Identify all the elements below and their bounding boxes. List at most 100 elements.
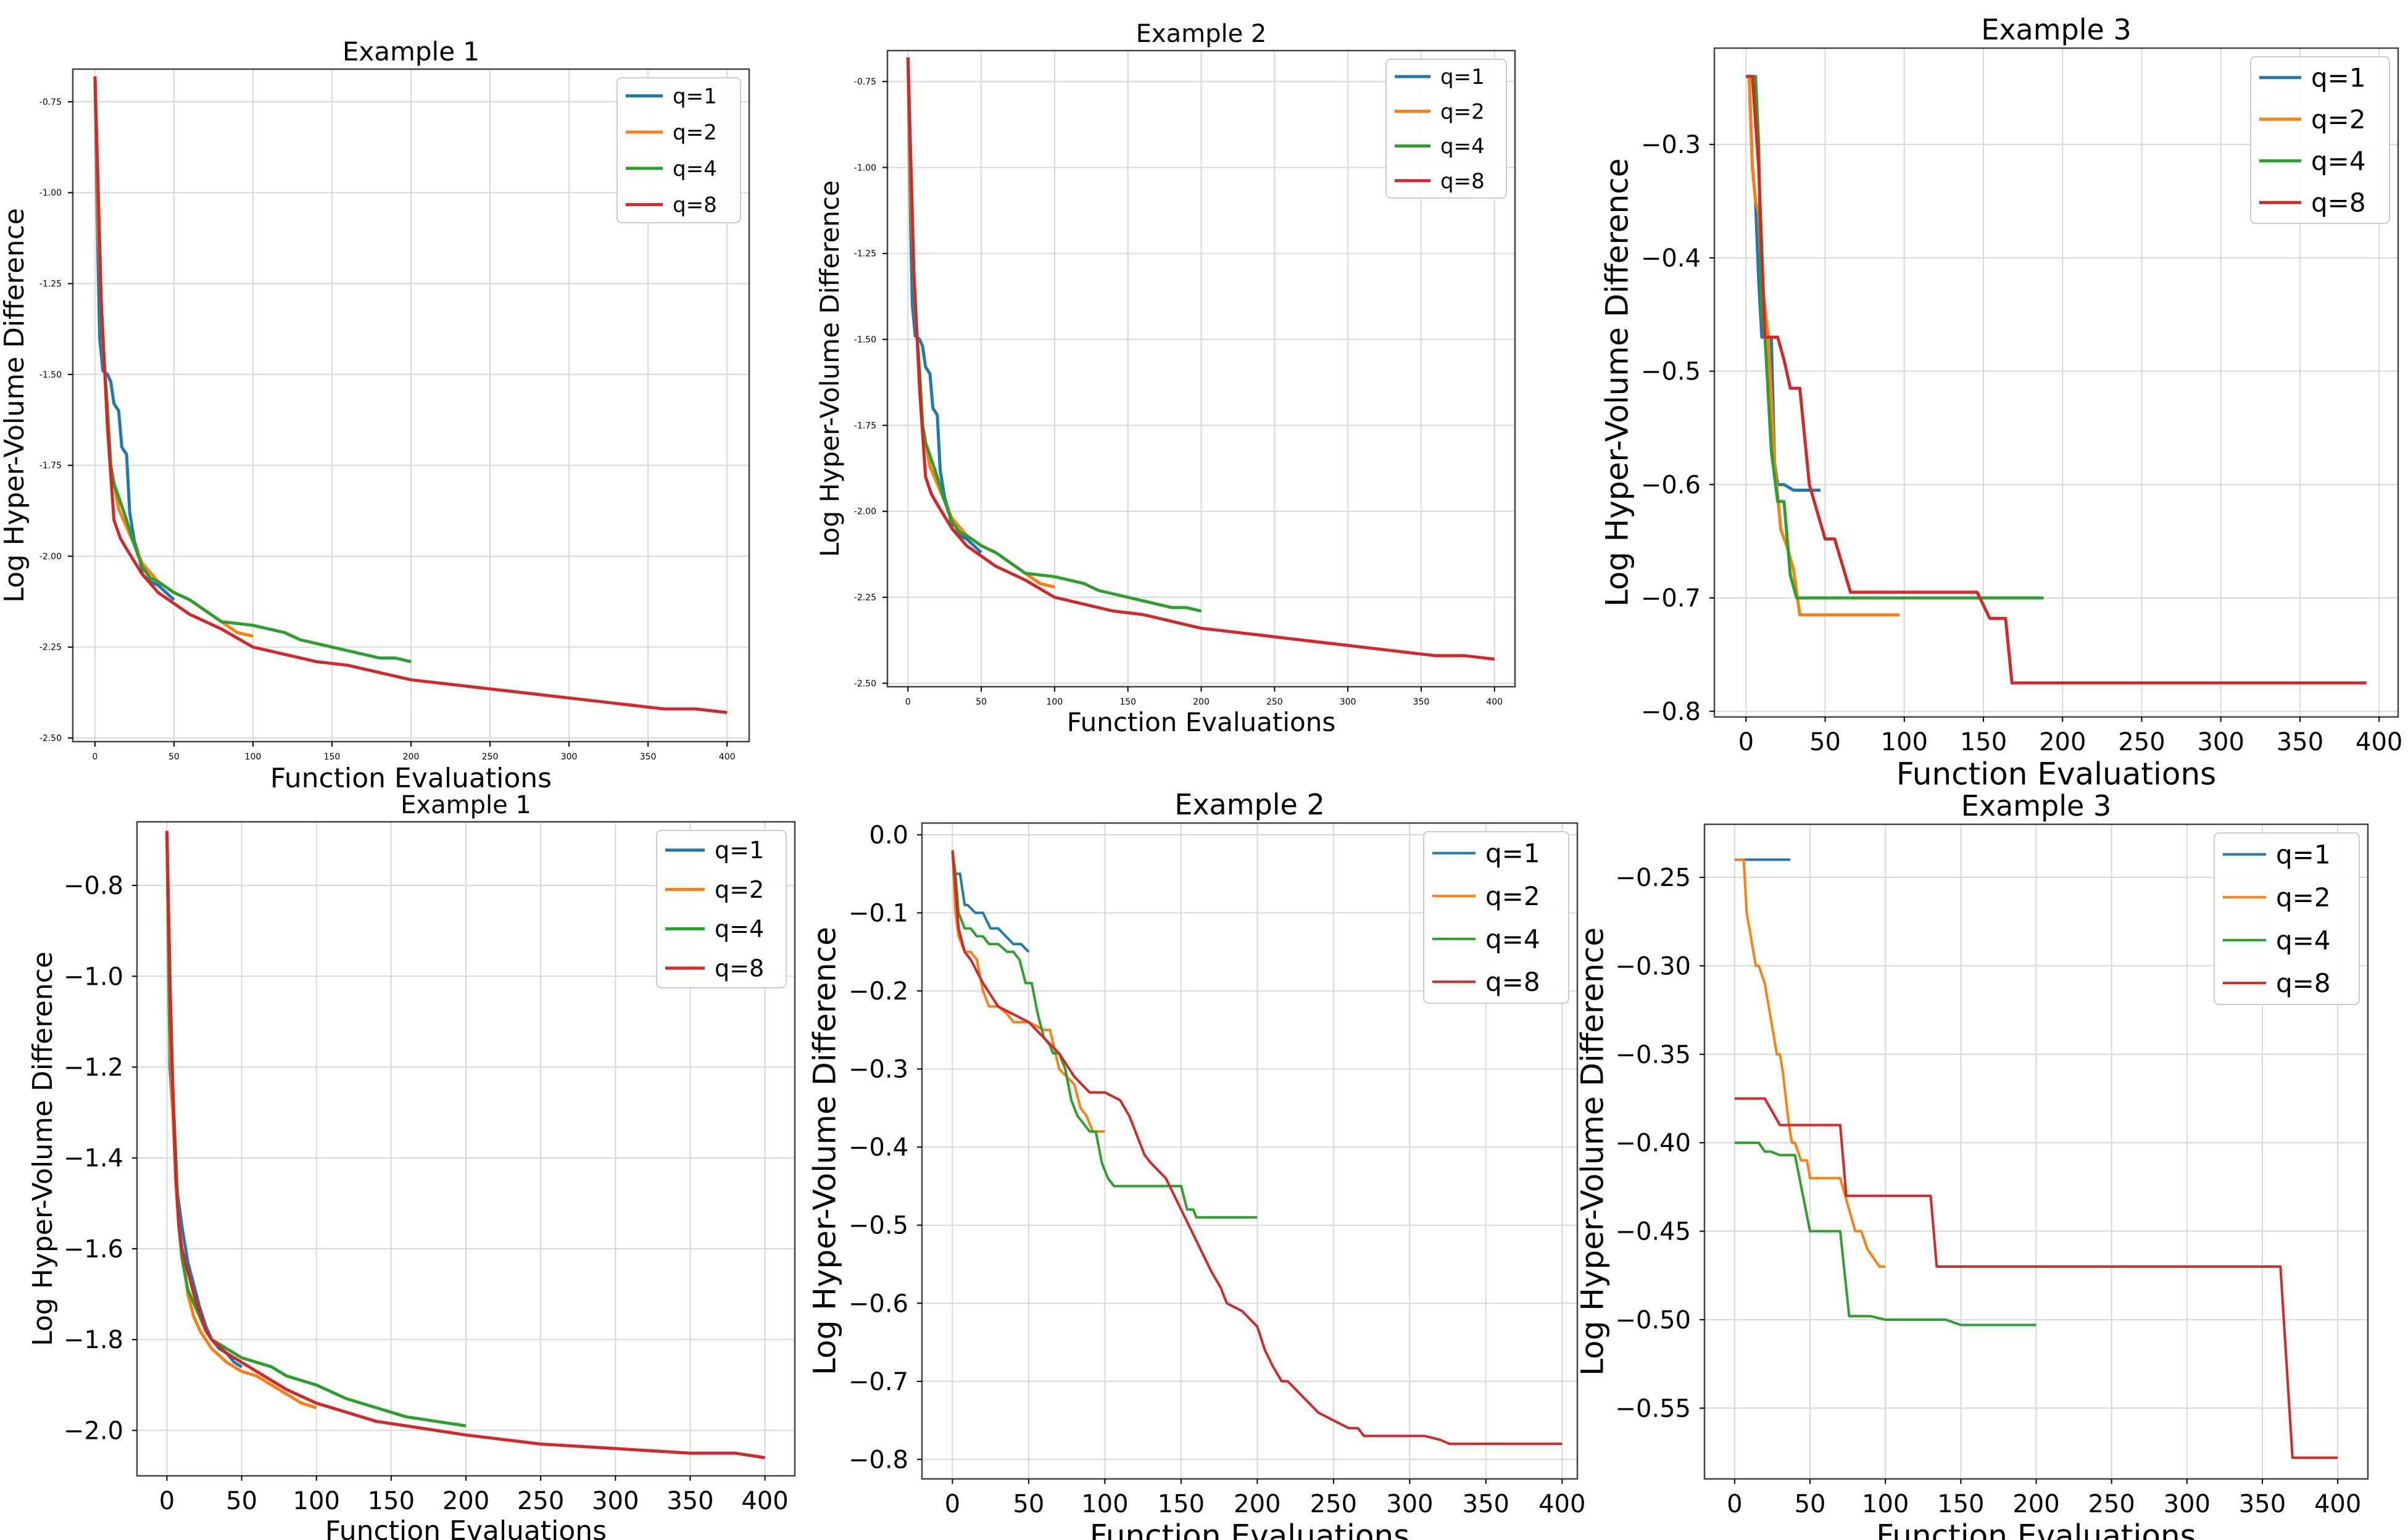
x-tick-label: 100 (1881, 728, 1928, 756)
legend-label: q=8 (2276, 968, 2331, 998)
x-tick-label: 400 (1538, 1490, 1585, 1518)
y-axis-label: Log Hyper-Volume Difference (0, 208, 30, 603)
chart-title: Example 2 (1174, 788, 1324, 821)
series-line-q2 (1734, 858, 1886, 1268)
x-tick-label: 250 (2088, 1490, 2135, 1518)
x-tick-label: 150 (1158, 1490, 1205, 1518)
series-line-q4 (1749, 75, 2044, 600)
y-tick-label: −1.2 (64, 1054, 123, 1082)
x-tick-label: 400 (1486, 697, 1503, 707)
x-tick-label: 400 (719, 752, 736, 762)
legend-label: q=8 (2311, 188, 2366, 218)
y-tick-label: −0.8 (1641, 698, 1701, 726)
legend-label: q=4 (2311, 146, 2366, 176)
legend-label: q=1 (2276, 839, 2331, 869)
x-tick-label: 250 (1310, 1490, 1357, 1518)
chart-title: Example 3 (1961, 789, 2111, 822)
x-tick-label: 100 (1081, 1490, 1128, 1518)
legend-label: q=2 (2276, 882, 2331, 913)
chart-panel-4: 0 50 100 150 200 250 300 350 400 −2.0 −1.8 −1.6 −1.4… (27, 791, 796, 1540)
legend-label: q=4 (673, 157, 717, 181)
x-tick-label: 50 (168, 752, 180, 762)
chart-panel-1: 0 50 100 150 200 250 300 350 400 -2.50 -2.25 -2.00 -… (0, 36, 750, 794)
x-tick-label: 300 (592, 1487, 639, 1515)
chart-title: Example 1 (401, 791, 531, 819)
x-tick-label: 350 (2277, 728, 2323, 756)
x-tick-label: 200 (1193, 697, 1210, 707)
series-line-q8 (906, 57, 1495, 661)
legend-box (2250, 56, 2390, 224)
legend-label: q=8 (1485, 967, 1540, 997)
legend-label: q=1 (2311, 62, 2366, 93)
legend-label: q=4 (715, 916, 764, 943)
x-tick-label: 350 (1463, 1490, 1509, 1518)
x-tick-label: 400 (2314, 1490, 2361, 1518)
x-axis-label: Function Evaluations (1876, 1518, 2196, 1540)
x-tick-label: 200 (403, 752, 420, 762)
chart-title: Example 1 (343, 36, 480, 67)
y-tick-label: -2.00 (854, 507, 876, 517)
legend: q=1 q=2 q=4 q=8 (1385, 59, 1507, 199)
legend: q=1 q=2 q=4 q=8 (617, 77, 741, 223)
y-tick-label: −0.4 (1641, 244, 1701, 273)
y-tick-label: −0.5 (849, 1212, 908, 1240)
x-tick-label: 300 (2164, 1490, 2211, 1518)
x-tick-label: 0 (905, 697, 911, 707)
legend-box (1423, 831, 1569, 1004)
y-tick-label: −0.3 (849, 1056, 908, 1084)
x-tick-label: 100 (1047, 697, 1063, 707)
x-tick-label: 250 (517, 1487, 564, 1515)
chart-panel-3: 0 50 100 150 200 250 300 350 400 −0.8 −0.7 −0.6 −0.5… (1600, 13, 2403, 792)
series-line-q8 (1734, 1097, 2338, 1459)
x-axis-label: Function Evaluations (325, 1515, 607, 1540)
y-tick-label: -0.75 (39, 97, 62, 107)
chart-panel-5: 0 50 100 150 200 250 300 350 400 −0.8 −0.7 −0.6 −0.5… (807, 788, 1586, 1540)
series-line-q8 (951, 850, 1563, 1446)
x-tick-label: 200 (1234, 1490, 1281, 1518)
legend: q=1 q=2 q=4 q=8 (2250, 56, 2390, 224)
x-tick-label: 300 (1340, 697, 1356, 707)
x-tick-label: 150 (368, 1487, 415, 1515)
x-tick-label: 150 (1937, 1490, 1984, 1518)
x-axis-label: Function Evaluations (1896, 756, 2216, 792)
y-tick-label: -1.25 (854, 249, 876, 259)
x-tick-label: 0 (1738, 728, 1754, 756)
legend-label: q=2 (1440, 99, 1485, 124)
y-tick-label: −0.40 (1615, 1129, 1691, 1157)
y-tick-label: -1.00 (854, 163, 876, 173)
legend-box (2214, 832, 2360, 1005)
x-axis-label: Function Evaluations (270, 763, 552, 794)
x-axis-label: Function Evaluations (1090, 1518, 1410, 1540)
x-tick-label: 250 (2118, 728, 2165, 756)
y-tick-label: −1.6 (64, 1235, 123, 1264)
x-tick-label: 50 (226, 1487, 257, 1515)
legend-label: q=1 (673, 84, 717, 109)
y-axis-label: Log Hyper-Volume Difference (27, 951, 59, 1346)
y-tick-label: -1.75 (854, 421, 876, 431)
y-tick-label: -1.75 (39, 461, 62, 471)
x-tick-label: 400 (741, 1487, 788, 1515)
y-tick-label: -1.50 (854, 335, 876, 345)
y-tick-label: −0.8 (64, 872, 123, 900)
legend-label: q=1 (1440, 65, 1485, 89)
x-tick-label: 250 (1266, 697, 1283, 707)
x-tick-label: 350 (666, 1487, 713, 1515)
y-tick-label: −0.7 (849, 1368, 908, 1396)
legend-label: q=4 (1485, 924, 1540, 954)
x-tick-label: 100 (293, 1487, 340, 1515)
y-tick-label: −0.8 (849, 1446, 908, 1474)
x-tick-label: 350 (640, 752, 657, 762)
y-tick-label: −0.30 (1615, 952, 1691, 980)
y-tick-label: −0.5 (1641, 358, 1701, 386)
y-tick-label: −0.25 (1615, 864, 1691, 892)
y-tick-label: −0.6 (1641, 471, 1701, 499)
series-line-q2 (1746, 75, 1900, 617)
x-tick-label: 0 (92, 752, 98, 762)
series-line-q1 (165, 830, 243, 1368)
y-tick-label: −0.55 (1615, 1394, 1691, 1423)
plot-frame (921, 822, 1579, 1480)
x-tick-label: 350 (1413, 697, 1430, 707)
x-tick-label: 300 (2198, 728, 2244, 756)
chart-title: Example 2 (1136, 20, 1267, 48)
x-tick-label: 400 (2356, 728, 2402, 756)
